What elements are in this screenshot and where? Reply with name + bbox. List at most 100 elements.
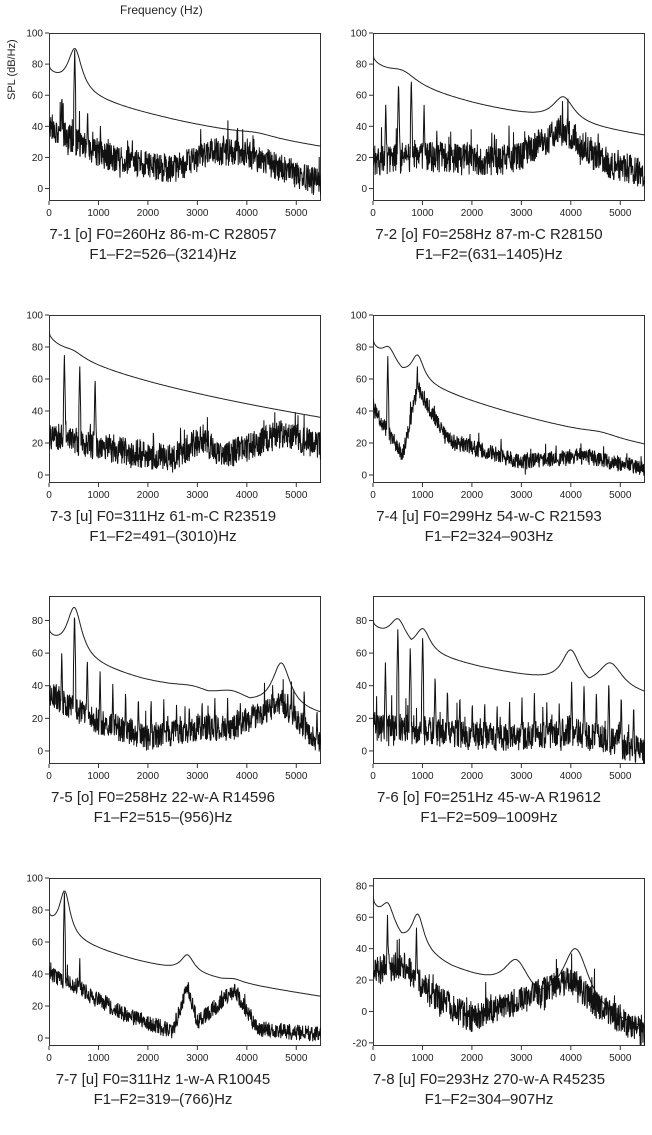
y-tick-label: 100	[26, 311, 43, 322]
x-tick-label: 3000	[186, 771, 209, 782]
x-tick-label: 3000	[510, 1053, 533, 1064]
y-tick-label: 40	[32, 122, 44, 133]
chart-7-6: 0 20 40 60 80 0 1000 2000 3000 4000 5000	[356, 596, 645, 782]
plot-frame	[49, 33, 321, 201]
plot-area	[373, 618, 645, 764]
chart-7-5: 0 20 40 60 80 0 1000 2000 3000 4000 5000	[32, 596, 321, 782]
plot-frame	[49, 878, 321, 1046]
y-tick-label: 100	[26, 874, 43, 885]
panel-caption-line: 7-8 [u] F0=293Hz 270-w-A R45235	[372, 1071, 606, 1088]
panel-caption-line: 7-1 [o] F0=260Hz 86-m-C R28057	[49, 226, 277, 243]
plot-area	[49, 331, 321, 473]
x-tick-label: 4000	[560, 208, 583, 219]
y-tick-label: 80	[32, 906, 44, 917]
spectrum-series-line	[49, 49, 321, 196]
panel-caption-line: 7-3 [u] F0=311Hz 61-m-C R23519	[49, 508, 277, 525]
y-tick-label: 40	[356, 122, 368, 133]
x-tick-label: 1000	[87, 490, 110, 501]
spectral-envelope-line	[373, 618, 645, 692]
plot-frame	[49, 315, 321, 483]
x-tick-label: 4000	[236, 490, 259, 501]
x-tick-label: 1000	[411, 490, 434, 501]
plot-frame	[49, 596, 321, 764]
y-tick-label: 40	[32, 970, 44, 981]
x-tick-label: 0	[46, 1053, 52, 1064]
spectrum-series-line	[373, 356, 645, 477]
plot-area	[373, 896, 645, 1046]
panel-caption-line: F1–F2=515–(956)Hz	[93, 809, 233, 826]
y-tick-label: 80	[32, 343, 44, 354]
x-tick-label: 4000	[560, 1053, 583, 1064]
x-tick-label: 3000	[510, 771, 533, 782]
x-tick-label: 3000	[510, 490, 533, 501]
spectral-envelope-line	[49, 890, 321, 997]
y-tick-label: 20	[356, 976, 368, 987]
y-tick-label: 20	[32, 153, 44, 164]
y-tick-label: 40	[32, 407, 44, 418]
x-tick-label: 2000	[461, 1053, 484, 1064]
spectrum-series-line	[49, 355, 321, 473]
x-tick-label: 5000	[285, 490, 308, 501]
y-tick-label: 40	[356, 407, 368, 418]
x-tick-label: 2000	[461, 208, 484, 219]
plot-area	[49, 890, 321, 1042]
spectral-envelope-line	[49, 331, 321, 418]
x-tick-label: 1000	[87, 208, 110, 219]
x-tick-label: 3000	[186, 208, 209, 219]
panel-caption-line: F1–F2=509–1009Hz	[420, 809, 558, 826]
x-tick-label: 5000	[609, 1053, 632, 1064]
y-tick-label: 60	[32, 375, 44, 386]
y-tick-label: 20	[32, 714, 44, 725]
x-tick-label: 0	[370, 490, 376, 501]
x-tick-label: 0	[46, 490, 52, 501]
x-tick-label: 0	[370, 771, 376, 782]
x-tick-label: 5000	[609, 771, 632, 782]
y-tick-label: 0	[361, 1007, 367, 1018]
plot-area	[373, 55, 645, 187]
plot-frame	[373, 33, 645, 201]
x-tick-label: 0	[46, 208, 52, 219]
x-tick-label: 1000	[411, 1053, 434, 1064]
y-tick-label: 60	[356, 375, 368, 386]
y-tick-label: 20	[32, 1002, 44, 1013]
x-tick-label: 2000	[137, 1053, 160, 1064]
plot-area	[373, 338, 645, 477]
y-tick-label: 100	[26, 29, 43, 40]
x-tick-label: 4000	[560, 771, 583, 782]
x-tick-label: 4000	[236, 208, 259, 219]
x-tick-label: 4000	[236, 771, 259, 782]
y-tick-label: 20	[356, 714, 368, 725]
y-tick-label: 20	[356, 153, 368, 164]
spectrum-series-line	[373, 81, 645, 187]
y-tick-label: 0	[361, 471, 367, 482]
y-tick-label: 0	[37, 184, 43, 195]
x-tick-label: 1000	[87, 1053, 110, 1064]
panel-caption-line: F1–F2=324–903Hz	[424, 528, 554, 545]
y-axis-title: SPL (dB/Hz)	[6, 39, 18, 100]
x-tick-label: 2000	[137, 208, 160, 219]
spectral-envelope-line	[373, 338, 645, 445]
x-tick-label: 0	[46, 771, 52, 782]
x-axis-title: Frequency (Hz)	[120, 3, 203, 17]
y-tick-label: 60	[356, 913, 368, 924]
x-tick-label: 4000	[560, 490, 583, 501]
y-tick-label: 0	[361, 746, 367, 757]
x-tick-label: 2000	[461, 771, 484, 782]
y-tick-label: 80	[356, 616, 368, 627]
x-tick-label: 3000	[186, 490, 209, 501]
y-tick-label: 60	[32, 649, 44, 660]
y-tick-label: 80	[356, 343, 368, 354]
y-tick-label: -20	[353, 1038, 368, 1049]
y-tick-label: 0	[37, 471, 43, 482]
x-tick-label: 3000	[186, 1053, 209, 1064]
panel-caption-line: 7-5 [o] F0=258Hz 22-w-A R14596	[51, 789, 275, 806]
spectrum-series-line	[49, 617, 321, 752]
y-tick-label: 60	[356, 91, 368, 102]
x-tick-label: 4000	[236, 1053, 259, 1064]
y-tick-label: 40	[356, 681, 368, 692]
x-tick-label: 2000	[137, 490, 160, 501]
y-tick-label: 80	[356, 60, 368, 71]
